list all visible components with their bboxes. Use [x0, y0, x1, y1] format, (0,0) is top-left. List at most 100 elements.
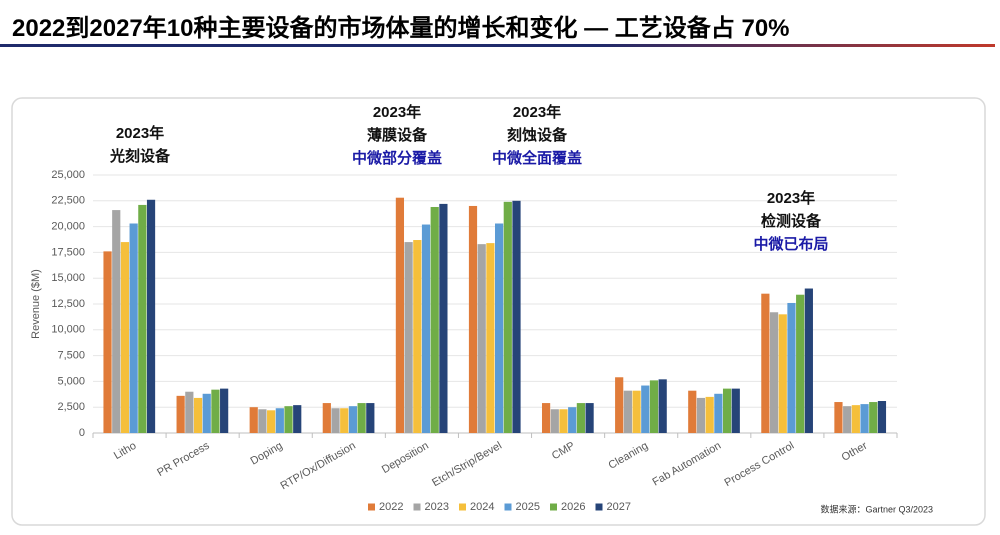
annotation: 光刻设备	[109, 147, 171, 165]
legend-swatch	[550, 503, 557, 511]
annotation: 中微已布局	[753, 235, 828, 253]
bar	[641, 385, 650, 433]
bar	[477, 244, 486, 433]
annotation: 2023年	[767, 189, 815, 207]
bar	[211, 389, 220, 433]
bar	[796, 294, 805, 433]
bar	[512, 200, 521, 433]
bar	[413, 240, 422, 433]
source: 数据来源：Gartner Q3/2023	[820, 503, 933, 514]
y-tick-label: 2,500	[57, 401, 85, 413]
bar	[632, 390, 641, 433]
bar	[778, 314, 787, 433]
bar	[366, 403, 375, 433]
bar	[468, 205, 478, 433]
bar	[185, 391, 194, 433]
legend-label: 2027	[607, 501, 631, 513]
bar	[860, 404, 869, 433]
bar	[202, 393, 211, 433]
bar	[404, 242, 413, 433]
bar	[541, 403, 551, 433]
bar	[138, 204, 147, 433]
bar	[585, 403, 594, 433]
bar	[129, 223, 138, 433]
title-underline	[0, 44, 995, 47]
bar	[220, 388, 229, 433]
annotation: 薄膜设备	[367, 126, 428, 144]
legend-label: 2022	[379, 501, 403, 513]
y-axis-label: Revenue ($M)	[30, 269, 42, 339]
bar	[559, 409, 568, 433]
bar	[658, 379, 667, 433]
y-tick-label: 10,000	[51, 324, 85, 336]
bar	[714, 393, 723, 433]
legend-swatch	[459, 503, 466, 511]
bar	[340, 408, 349, 433]
y-tick-label: 15,000	[51, 272, 85, 284]
bar	[550, 409, 559, 433]
annotation: 2023年	[116, 124, 164, 142]
bar	[503, 201, 512, 433]
bar	[623, 390, 632, 433]
bar	[293, 405, 302, 433]
y-tick-label: 12,500	[51, 298, 85, 310]
bar	[395, 197, 405, 433]
bar	[722, 388, 732, 433]
legend-label: 2024	[470, 501, 494, 513]
bar	[331, 408, 340, 433]
bar	[103, 251, 112, 433]
bar	[322, 403, 331, 433]
bar	[486, 243, 495, 433]
bar	[869, 402, 878, 433]
y-tick-label: 5,000	[57, 375, 85, 387]
bar	[615, 377, 624, 433]
bar	[843, 406, 852, 433]
y-tick-label: 17,500	[51, 246, 85, 258]
bar	[284, 406, 293, 433]
bar	[421, 224, 431, 433]
bar	[430, 206, 439, 433]
annotation: 刻蚀设备	[507, 126, 568, 144]
legend-swatch	[368, 503, 375, 511]
annotation: 检测设备	[761, 212, 822, 230]
legend-label: 2025	[516, 501, 540, 513]
bar	[851, 405, 860, 433]
bar	[877, 401, 887, 433]
bar	[258, 409, 267, 433]
bar	[834, 402, 843, 433]
annotation: 中微全面覆盖	[492, 149, 582, 167]
bar	[804, 288, 813, 433]
bar	[576, 403, 585, 433]
annotation: 2023年	[373, 103, 421, 121]
bar	[176, 395, 185, 433]
bar	[146, 199, 156, 433]
bar	[348, 406, 358, 433]
bar	[495, 223, 504, 433]
bar	[249, 407, 258, 433]
bar	[761, 293, 770, 433]
legend-label: 2023	[425, 501, 449, 513]
bar	[193, 397, 203, 433]
legend-swatch	[595, 503, 603, 511]
bar	[696, 397, 706, 433]
bar	[688, 390, 697, 433]
bar	[731, 388, 740, 433]
bar	[439, 203, 448, 433]
legend-label: 2026	[561, 501, 585, 513]
slide-title: 2022到2027年10种主要设备的市场体量的增长和变化 — 工艺设备占 70%	[12, 14, 790, 42]
bar	[357, 403, 366, 433]
bar	[705, 396, 714, 433]
y-tick-label: 25,000	[51, 169, 85, 181]
y-tick-label: 7,500	[57, 350, 85, 362]
legend-swatch	[504, 503, 512, 511]
annotation: 中微部分覆盖	[352, 149, 442, 167]
bar	[267, 410, 276, 433]
bar	[769, 312, 779, 433]
bar	[568, 407, 577, 433]
y-tick-label: 20,000	[51, 221, 85, 233]
y-tick-label: 0	[79, 427, 85, 439]
bar	[275, 408, 284, 433]
bar	[787, 302, 796, 433]
annotation: 2023年	[513, 103, 561, 121]
